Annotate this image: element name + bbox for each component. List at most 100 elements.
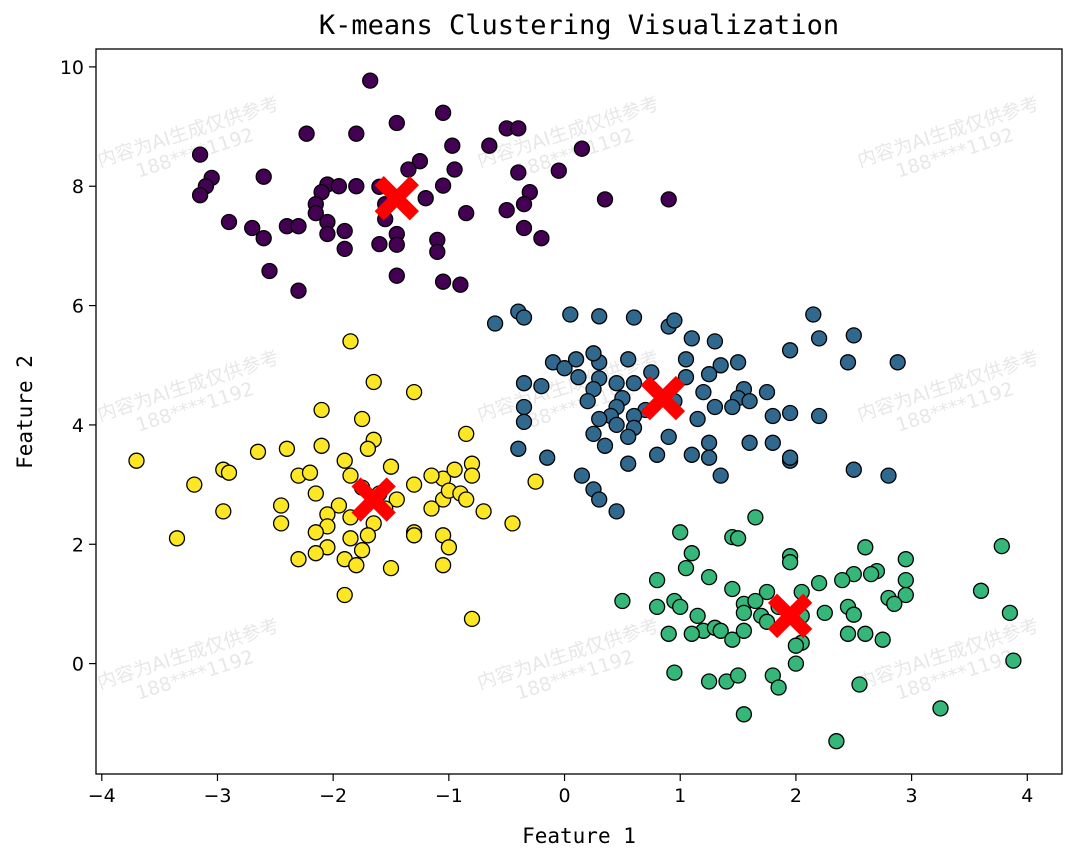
data-point-cluster-1 [591,491,608,508]
data-point-cluster-3 [382,559,400,577]
data-point-cluster-2 [834,571,851,589]
data-point-cluster-1 [880,467,897,484]
data-point-cluster-2 [897,571,914,589]
data-point-cluster-0 [362,72,379,89]
data-point-cluster-2 [932,700,949,717]
data-point-cluster-2 [672,524,689,541]
data-point-cluster-3 [128,452,145,469]
data-point-cluster-3 [458,425,475,443]
x-tick-label: 2 [790,785,802,807]
data-point-cluster-2 [758,613,776,630]
data-point-cluster-0 [371,235,388,253]
data-point-cluster-2 [677,559,695,577]
data-point-cluster-2 [972,582,990,599]
data-point-cluster-3 [463,610,481,628]
data-point-cluster-1 [712,467,729,484]
data-point-cluster-2 [781,554,799,571]
data-point-cluster-0 [510,120,527,137]
y-tick-label: 0 [72,654,84,676]
data-point-cluster-2 [747,509,764,526]
data-point-cluster-2 [851,676,868,693]
centroids-layer [351,175,813,639]
data-point-cluster-3 [405,527,423,544]
data-point-cluster-0 [515,219,533,237]
data-point-cluster-2 [747,592,764,610]
data-point-cluster-0 [510,164,527,181]
data-point-cluster-1 [596,437,614,454]
data-point-cluster-3 [307,485,324,502]
data-point-cluster-2 [886,595,903,613]
x-tick-label: 4 [1021,785,1033,807]
data-point-cluster-1 [666,312,683,329]
data-point-cluster-1 [758,383,776,401]
data-point-cluster-0 [261,262,278,280]
data-point-cluster-1 [585,345,602,362]
data-point-cluster-1 [683,446,700,463]
data-point-cluster-3 [440,539,458,556]
data-point-cluster-0 [298,125,315,142]
data-point-cluster-3 [330,497,348,514]
data-point-cluster-2 [666,664,683,681]
data-point-cluster-0 [388,114,405,132]
data-point-cluster-0 [434,177,452,194]
data-point-cluster-0 [660,191,677,208]
data-point-cluster-2 [700,568,718,586]
data-point-cluster-3 [504,515,521,532]
data-point-cluster-3 [215,503,232,520]
data-point-cluster-1 [620,351,637,368]
data-point-cluster-1 [515,398,533,416]
data-point-cluster-1 [845,327,862,344]
data-point-cluster-0 [458,204,475,222]
data-point-cluster-1 [573,467,591,484]
data-point-cluster-2 [683,545,700,562]
data-point-cluster-3 [342,530,359,547]
data-point-cluster-3 [272,515,290,532]
centroid-marker [374,175,419,221]
data-point-cluster-2 [857,539,874,556]
data-point-cluster-0 [596,191,614,208]
data-point-cluster-1 [764,407,781,425]
data-point-cluster-0 [429,243,446,261]
data-point-cluster-0 [319,225,336,243]
y-tick-label: 4 [72,415,84,437]
y-tick-label: 2 [72,534,84,556]
data-point-cluster-0 [255,168,272,185]
data-point-cluster-1 [781,342,799,359]
data-point-cluster-0 [481,137,498,154]
x-tick-label: −4 [88,785,116,807]
data-point-cluster-0 [191,146,209,163]
data-point-cluster-0 [411,153,429,170]
data-point-cluster-1 [591,410,608,428]
data-point-cluster-1 [810,407,828,425]
data-point-cluster-1 [556,360,573,377]
x-tick-label: −1 [435,785,463,807]
data-point-cluster-1 [579,392,596,410]
data-point-cluster-1 [515,375,533,392]
data-point-cluster-3 [336,586,353,604]
data-point-cluster-0 [573,140,591,157]
data-point-cluster-2 [735,622,753,639]
data-point-cluster-2 [816,604,833,622]
data-point-cluster-3 [307,545,324,562]
data-point-cluster-2 [735,604,753,622]
data-point-cluster-1 [706,333,724,350]
data-point-cluster-1 [706,398,724,416]
data-point-cluster-2 [735,706,753,723]
data-point-cluster-3 [348,557,365,574]
data-point-cluster-2 [614,592,631,610]
data-point-cluster-3 [475,503,492,520]
data-point-cluster-2 [828,733,845,750]
data-point-cluster-3 [313,401,330,419]
data-point-cluster-2 [660,625,677,642]
points-layer [128,72,1022,750]
data-point-cluster-2 [993,537,1010,555]
data-point-cluster-3 [307,524,324,541]
data-point-cluster-0 [191,187,209,204]
data-point-cluster-1 [625,375,643,392]
y-tick-label: 10 [60,57,84,79]
data-point-cluster-1 [567,351,585,368]
data-point-cluster-3 [446,461,463,478]
data-point-cluster-2 [648,598,666,616]
chart-title: K-means Clustering Visualization [319,10,839,41]
